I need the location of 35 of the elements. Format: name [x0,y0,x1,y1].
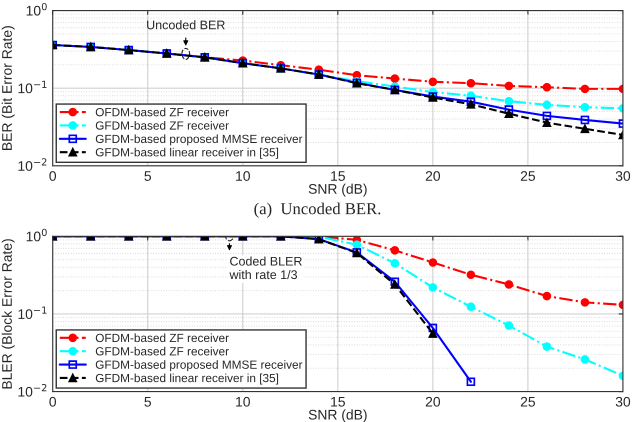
x-tick-label: 10 [236,171,250,181]
x-axis-title: SNR (dB) [308,409,367,422]
x-tick-label: 5 [144,396,152,407]
y-tick-label: 10$^{0}$ [26,2,47,16]
legend-label: OFDM-based ZF receiver [96,108,229,116]
x-tick-label: 25 [520,396,536,407]
legend-label: GFDM-based ZF receiver [96,121,229,130]
text: (a) Uncoded BER. [254,202,380,218]
x-tick-label: 15 [331,171,345,181]
y-tick-label: 10$^{−2}$ [18,384,46,397]
x-tick-label: 20 [426,396,440,407]
y-tick-label: 10$^{−1}$ [18,80,46,94]
x-tick-label: 0 [49,171,56,181]
x-tick-label: 25 [520,171,536,181]
legend-label: OFDM-based ZF receiver [96,333,229,342]
x-tick-label: 30 [616,171,630,181]
legend-label: GFDM-based linear receiver in [35] [96,148,278,159]
x-tick-label: 0 [49,396,56,407]
y-tick-label: 10$^{−1}$ [18,306,46,320]
annotation: Coded BLER with rate 1/3 [229,256,302,280]
y-tick-label: 10$^{−2}$ [18,158,46,171]
annotation: Uncoded BER [147,20,225,30]
x-tick-label: 15 [331,396,345,407]
x-tick-label: 10 [236,396,250,407]
legend-label: GFDM-based linear receiver in [35] [96,374,278,385]
legend-label: GFDM-based proposed MMSE receiver [96,134,302,146]
y-tick-label: 10$^{0}$ [26,228,47,242]
legend-label: GFDM-based ZF receiver [96,346,229,356]
x-axis-title: SNR (dB) [308,184,367,197]
x-tick-label: 30 [616,396,630,407]
x-tick-label: 20 [426,171,440,181]
legend-label: GFDM-based proposed MMSE receiver [96,360,302,372]
y-axis-title: BER (Bit Error Rate) [2,26,15,150]
x-tick-label: 5 [144,171,152,181]
y-axis-title: BLER (Block Error Rate) [2,239,15,388]
